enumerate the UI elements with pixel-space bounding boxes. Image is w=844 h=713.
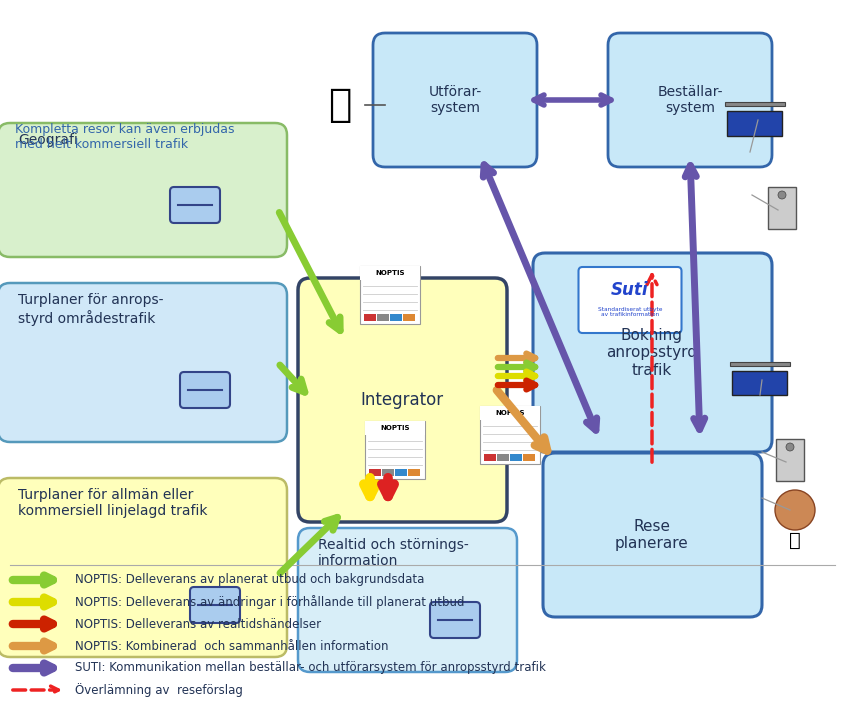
FancyBboxPatch shape [180, 372, 230, 408]
Bar [403, 314, 414, 321]
Bar [510, 454, 522, 461]
Bar [390, 314, 402, 321]
Bar [394, 469, 407, 476]
FancyBboxPatch shape [298, 278, 506, 522]
Bar [522, 454, 534, 461]
Text: Geografi: Geografi [18, 133, 78, 147]
Text: NOPTIS: NOPTIS [375, 270, 404, 276]
Bar [369, 469, 381, 476]
Text: Integrator: Integrator [360, 391, 443, 409]
Text: NOPTIS: Kombinerad  och sammanhållen information: NOPTIS: Kombinerad och sammanhållen info… [75, 640, 388, 652]
Bar [727, 111, 782, 135]
FancyBboxPatch shape [608, 33, 771, 167]
Text: Suti: Suti [610, 281, 648, 299]
Text: NOPTIS: Delleverans av ändringar i förhållande till planerat utbud: NOPTIS: Delleverans av ändringar i förhå… [75, 595, 464, 609]
Bar [479, 406, 539, 420]
Bar [732, 371, 787, 396]
Text: 🎧: 🎧 [788, 530, 800, 550]
FancyBboxPatch shape [578, 267, 681, 333]
Text: Kompletta resor kan även erbjudas
med helt kommersiell trafik: Kompletta resor kan även erbjudas med he… [15, 123, 235, 151]
Text: Bokning
anropsstyrd
trafik: Bokning anropsstyrd trafik [606, 328, 696, 378]
FancyBboxPatch shape [170, 187, 219, 223]
Bar [496, 454, 508, 461]
Text: Turplaner för allmän eller
kommersiell linjelagd trafik: Turplaner för allmän eller kommersiell l… [18, 488, 208, 518]
FancyBboxPatch shape [298, 528, 517, 672]
Bar [724, 102, 784, 106]
Text: NOPTIS: NOPTIS [495, 410, 524, 416]
Bar [365, 421, 425, 479]
Bar [381, 469, 393, 476]
Bar [360, 266, 419, 324]
Text: Rese
planerare: Rese planerare [614, 519, 688, 551]
FancyBboxPatch shape [372, 33, 537, 167]
FancyBboxPatch shape [0, 478, 287, 657]
Bar [484, 454, 495, 461]
Bar [408, 469, 419, 476]
FancyBboxPatch shape [190, 587, 240, 623]
FancyBboxPatch shape [0, 283, 287, 442]
Text: Beställar-
system: Beställar- system [657, 85, 722, 115]
Bar [767, 187, 795, 229]
Text: Överlämning av  reseförslag: Överlämning av reseförslag [75, 683, 242, 697]
Circle shape [774, 490, 814, 530]
Bar [775, 439, 803, 481]
Text: SUTI: Kommunikation mellan beställar- och utförarsystem för anropsstyrd trafik: SUTI: Kommunikation mellan beställar- oc… [75, 662, 545, 674]
Circle shape [777, 191, 785, 199]
Circle shape [785, 443, 793, 451]
Text: 🚕: 🚕 [328, 86, 351, 124]
FancyBboxPatch shape [543, 453, 761, 617]
Text: NOPTIS: NOPTIS [380, 425, 409, 431]
Text: Utförar-
system: Utförar- system [428, 85, 481, 115]
Text: NOPTIS: Delleverans av planerat utbud och bakgrundsdata: NOPTIS: Delleverans av planerat utbud oc… [75, 573, 424, 587]
Bar [364, 314, 376, 321]
Text: Realtid och störnings-
information: Realtid och störnings- information [317, 538, 468, 568]
FancyBboxPatch shape [430, 602, 479, 638]
Text: NOPTIS: Delleverans av realtidshändelser: NOPTIS: Delleverans av realtidshändelser [75, 617, 321, 630]
FancyBboxPatch shape [0, 123, 287, 257]
Bar [360, 266, 419, 280]
Text: Standardiserat utbyte
av trafikinformation: Standardiserat utbyte av trafikinformati… [597, 307, 662, 317]
Bar [729, 362, 789, 366]
Text: Turplaner för anrops-
styrd områdestrafik: Turplaner för anrops- styrd områdestrafi… [18, 293, 163, 326]
Bar [365, 421, 425, 435]
FancyBboxPatch shape [533, 253, 771, 452]
Bar [376, 314, 388, 321]
Bar [479, 406, 539, 464]
